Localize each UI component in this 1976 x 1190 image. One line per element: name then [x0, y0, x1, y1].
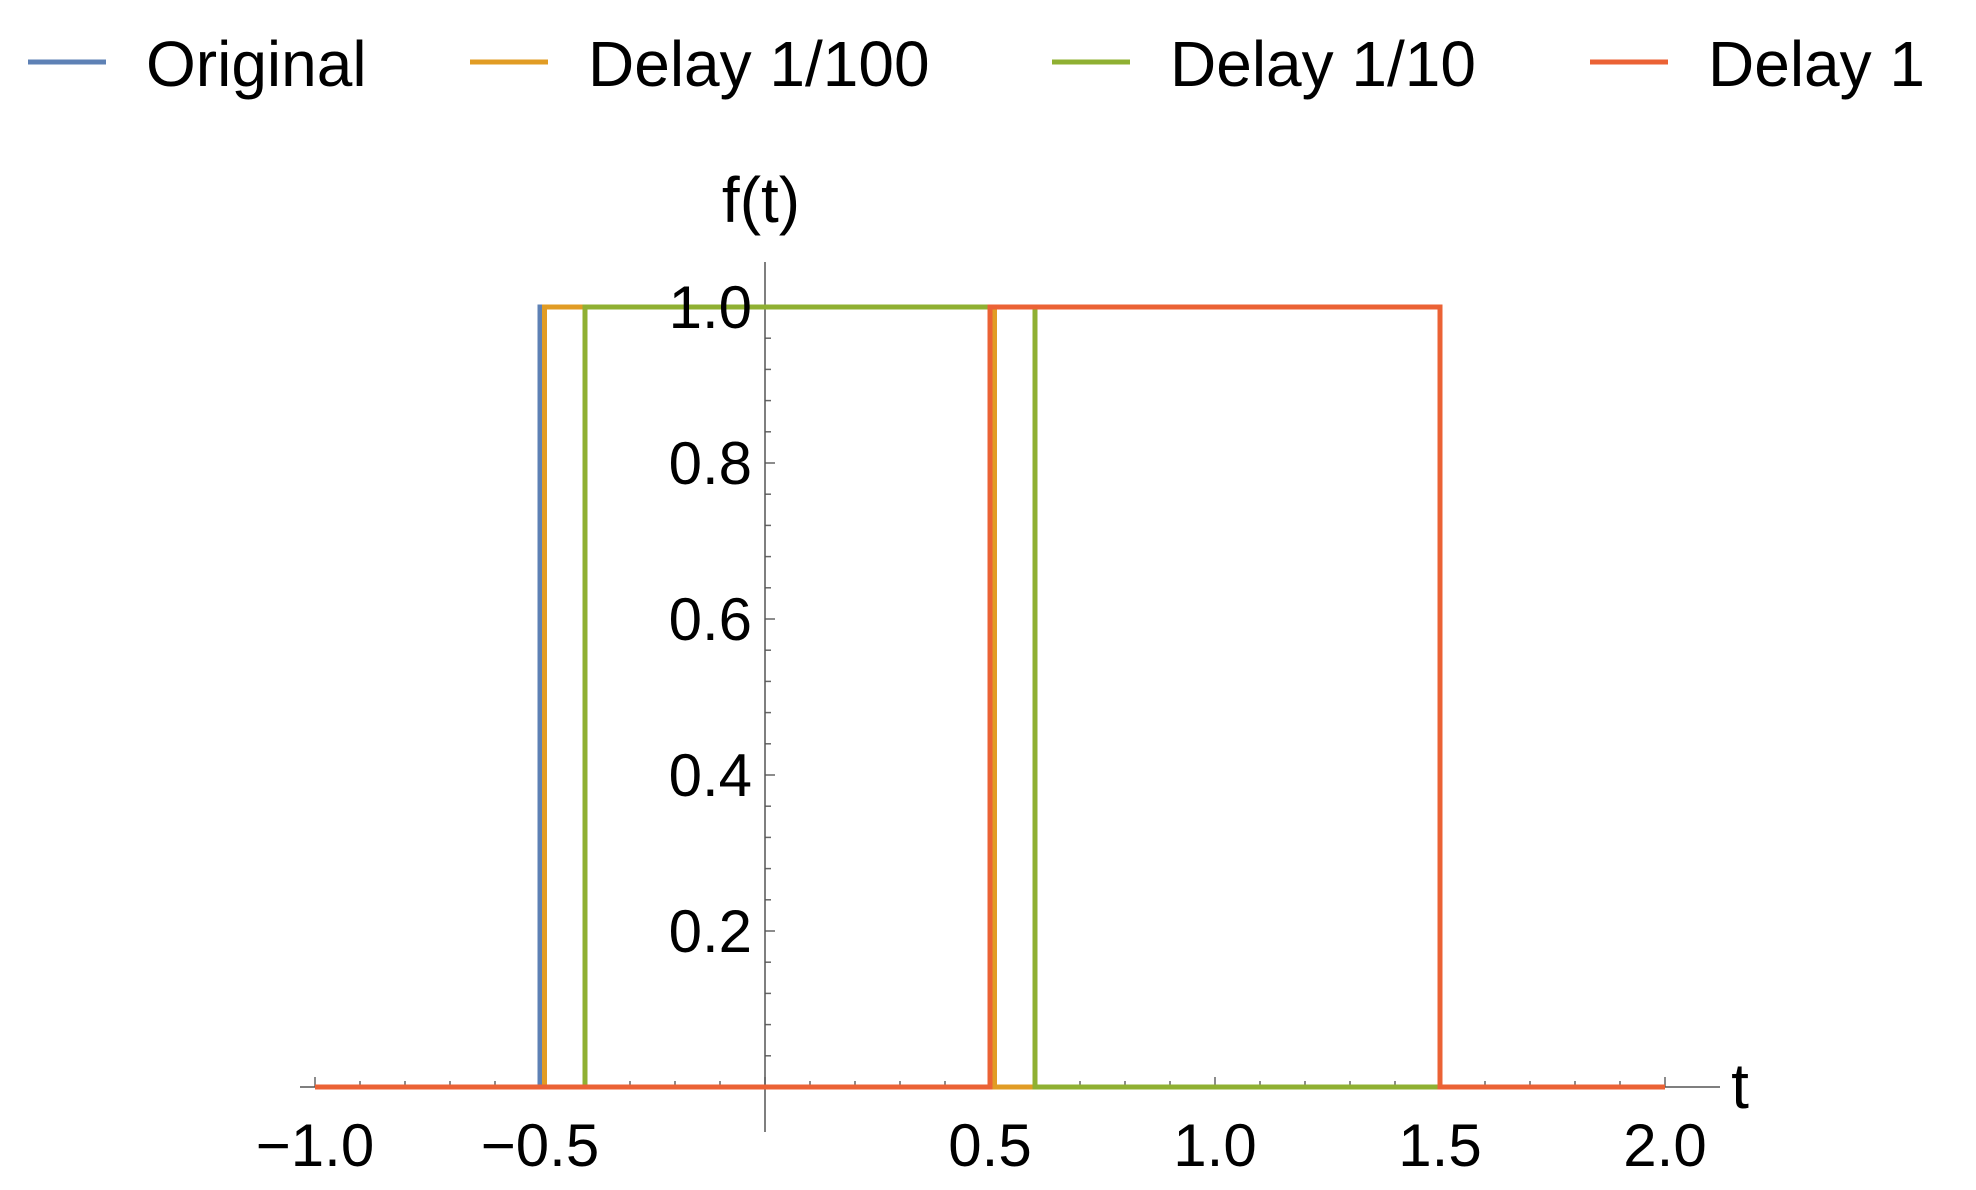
- x-tick-label: 0.5: [948, 1112, 1031, 1179]
- legend-item: Original: [28, 28, 367, 100]
- legend-label: Delay 1/100: [588, 28, 930, 100]
- x-axis-label: t: [1731, 1050, 1749, 1122]
- x-tick-label: 1.5: [1398, 1112, 1481, 1179]
- axes: [300, 262, 1720, 1132]
- y-axis-label: f(t): [722, 164, 800, 236]
- legend-item: Delay 1/10: [1052, 28, 1476, 100]
- y-tick-label: 0.2: [669, 898, 752, 965]
- x-tick-label: 1.0: [1173, 1112, 1256, 1179]
- x-tick-label: 2.0: [1623, 1112, 1706, 1179]
- y-tick-label: 1.0: [669, 274, 752, 341]
- y-tick-label: 0.6: [669, 586, 752, 653]
- y-tick-label: 0.4: [669, 742, 752, 809]
- y-tick-label: 0.8: [669, 430, 752, 497]
- legend-item: Delay 1/100: [470, 28, 930, 100]
- tick-labels: −1.0 −0.5 0.5 1.0 1.5 2.0 0.2 0.4 0.6 0.8 1.0: [256, 274, 1707, 1179]
- x-tick-label: −1.0: [256, 1112, 374, 1179]
- legend-label: Original: [146, 28, 367, 100]
- legend-label: Delay 1/10: [1170, 28, 1476, 100]
- series-layer: [315, 304, 1665, 1090]
- x-tick-label: −0.5: [481, 1112, 599, 1179]
- legend-label: Delay 1: [1708, 28, 1925, 100]
- legend: Original Delay 1/100 Delay 1/10 Delay 1: [28, 28, 1925, 100]
- series-line: [315, 304, 1665, 1090]
- legend-item: Delay 1: [1590, 28, 1925, 100]
